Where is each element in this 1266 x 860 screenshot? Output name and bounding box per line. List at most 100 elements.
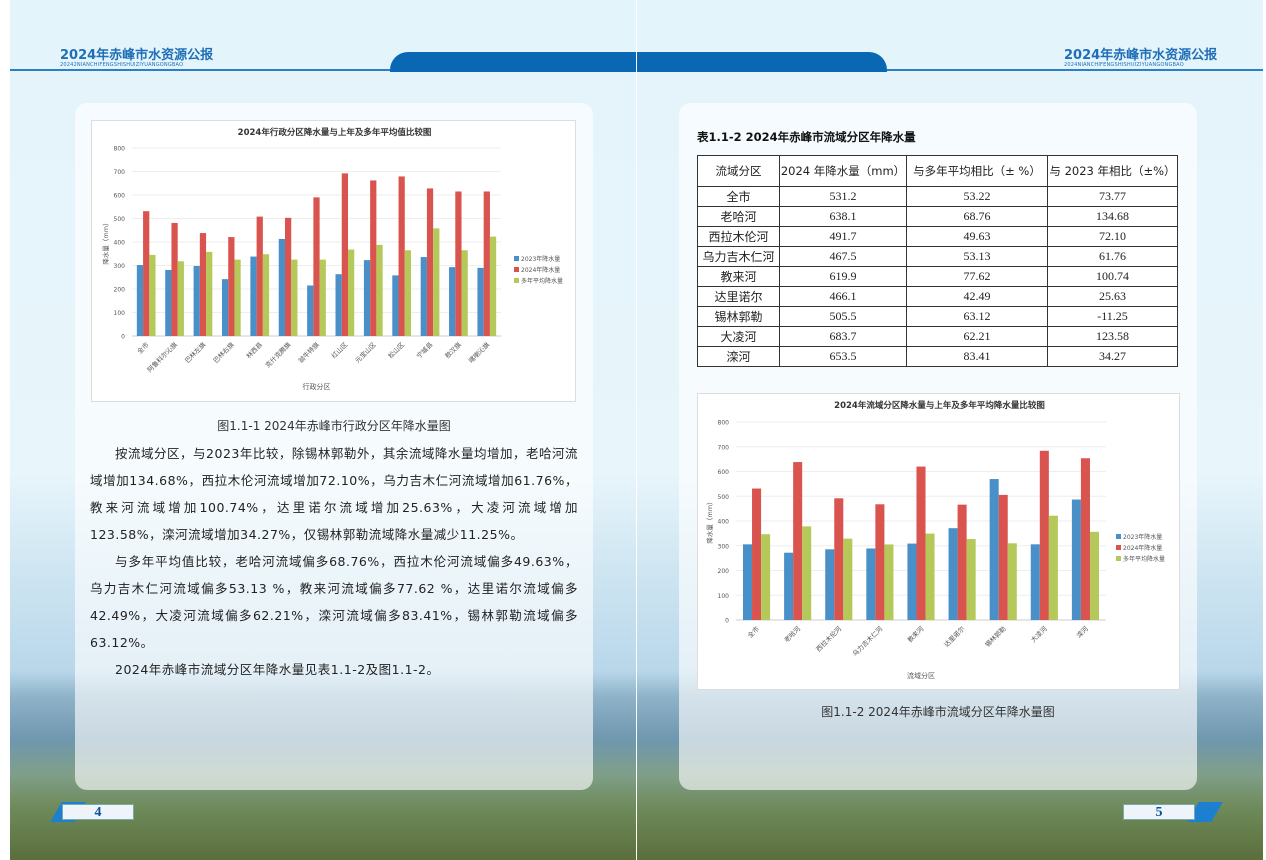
bar — [948, 528, 958, 620]
bar — [489, 236, 497, 336]
bar — [802, 526, 812, 620]
bar-chart: 2024年流域分区降水量与上年及多年平均降水量比较图 0 100 200 300 400 5… — [705, 400, 1165, 680]
y-tick-label: 200 — [114, 287, 126, 294]
bar-chart: 2024年行政分区降水量与上年及多年平均值比较图 0 100 200 300 400 500… — [101, 127, 563, 391]
bar — [966, 539, 976, 620]
legend-swatch — [1116, 556, 1121, 561]
chart-river-basins: 2024年流域分区降水量与上年及多年平均降水量比较图 0 100 200 300 400 5… — [697, 393, 1180, 690]
header-subtitle: 2024NIANCHIFENGSHISHUIZIYUANGONGBAO — [1064, 62, 1184, 68]
table-cell: 77.62 — [906, 266, 1048, 287]
bar — [1071, 499, 1081, 620]
bar — [341, 173, 349, 336]
x-tick-label: 全市 — [135, 340, 151, 356]
table-row: 达里诺尔 466.1 42.49 25.63 — [697, 286, 1178, 307]
table-cell: 达里诺尔 — [697, 286, 780, 307]
y-tick-label: 400 — [718, 519, 730, 526]
y-tick-label: 600 — [718, 469, 730, 476]
x-tick-label: 西拉木伦河 — [814, 624, 844, 654]
bar — [348, 249, 355, 336]
x-tick-label: 锡林郭勒 — [983, 624, 1008, 649]
table-cell: 68.76 — [906, 206, 1048, 227]
bar — [398, 176, 405, 336]
bar — [477, 267, 484, 336]
y-tick-label: 800 — [114, 146, 126, 153]
x-tick-label: 老哈河 — [782, 624, 803, 645]
table-cell: 61.76 — [1047, 246, 1178, 267]
y-tick-label: 0 — [725, 618, 729, 625]
table-cell: 505.5 — [779, 306, 907, 327]
bar — [957, 504, 967, 620]
legend-swatch — [1116, 545, 1121, 550]
y-axis-label: 降水量（mm） — [101, 219, 110, 264]
legend-label: 2023年降水量 — [521, 255, 560, 263]
bar — [392, 275, 399, 336]
page-number: 4 — [62, 804, 134, 820]
table-cell: 467.5 — [779, 246, 907, 267]
bar — [420, 257, 427, 336]
table-cell: 滦河 — [697, 346, 780, 367]
table-cell: 466.1 — [779, 286, 907, 307]
bar — [1007, 543, 1017, 620]
bar — [143, 211, 150, 336]
bar — [426, 188, 434, 336]
bar — [221, 279, 229, 336]
y-tick-label: 300 — [114, 263, 126, 270]
bar — [278, 238, 285, 336]
column-header: 流域分区 — [697, 155, 780, 187]
bar — [335, 274, 342, 336]
bar — [461, 250, 468, 336]
legend-swatch — [1116, 534, 1121, 539]
y-tick-label: 700 — [718, 444, 730, 451]
y-tick-label: 0 — [121, 334, 125, 341]
bar — [149, 254, 156, 336]
table-cell: 42.49 — [906, 286, 1048, 307]
legend-label: 2023年降水量 — [1123, 533, 1162, 541]
y-tick-label: 700 — [114, 169, 126, 176]
bar — [455, 191, 462, 336]
y-tick-label: 400 — [114, 240, 126, 247]
bar — [404, 250, 412, 336]
x-tick-label: 元宝山区 — [353, 340, 378, 365]
column-header: 与多年平均相比（± %） — [906, 155, 1048, 187]
bar — [884, 544, 894, 620]
bar — [376, 244, 383, 336]
bar — [234, 259, 241, 336]
bar — [483, 191, 490, 336]
figure-caption: 图1.1-1 2024年赤峰市行政分区年降水量图 — [217, 419, 451, 433]
y-tick-label: 300 — [718, 543, 730, 550]
x-tick-label: 巴林右旗 — [211, 340, 236, 365]
chart-title: 2024年行政分区降水量与上年及多年平均值比较图 — [238, 127, 432, 138]
table-cell: 683.7 — [779, 326, 907, 347]
bar — [307, 285, 314, 336]
table-row: 大凌河 683.7 62.21 123.58 — [697, 326, 1178, 347]
table-cell: 63.12 — [906, 306, 1048, 327]
bar — [256, 216, 263, 336]
y-tick-label: 600 — [114, 193, 126, 200]
bar — [262, 254, 270, 336]
x-tick-label: 翁牛特旗 — [296, 340, 321, 365]
bar — [843, 538, 853, 620]
table-cell: 653.5 — [779, 346, 907, 367]
bar — [165, 269, 172, 336]
table-cell: 49.63 — [906, 226, 1048, 247]
x-tick-label: 林西县 — [244, 340, 265, 361]
table-cell: 72.10 — [1047, 226, 1178, 247]
bar — [363, 260, 371, 336]
table-cell: 34.27 — [1047, 346, 1178, 367]
x-tick-label: 达里诺尔 — [942, 624, 967, 649]
legend-swatch — [514, 267, 519, 272]
bar — [313, 197, 320, 336]
bar — [228, 237, 235, 336]
y-tick-label: 200 — [718, 568, 730, 575]
bar — [193, 265, 200, 336]
bar — [433, 228, 440, 336]
x-tick-label: 喀喇沁旗 — [466, 340, 491, 365]
table-cell: 25.63 — [1047, 286, 1178, 307]
table-row: 老哈河 638.1 68.76 134.68 — [697, 206, 1178, 227]
table-cell: 123.58 — [1047, 326, 1178, 347]
table-cell: 锡林郭勒 — [697, 306, 780, 327]
bar — [1048, 515, 1058, 620]
y-tick-label: 100 — [114, 310, 126, 317]
x-tick-label: 克什克腾旗 — [263, 340, 293, 370]
bar — [199, 233, 207, 336]
